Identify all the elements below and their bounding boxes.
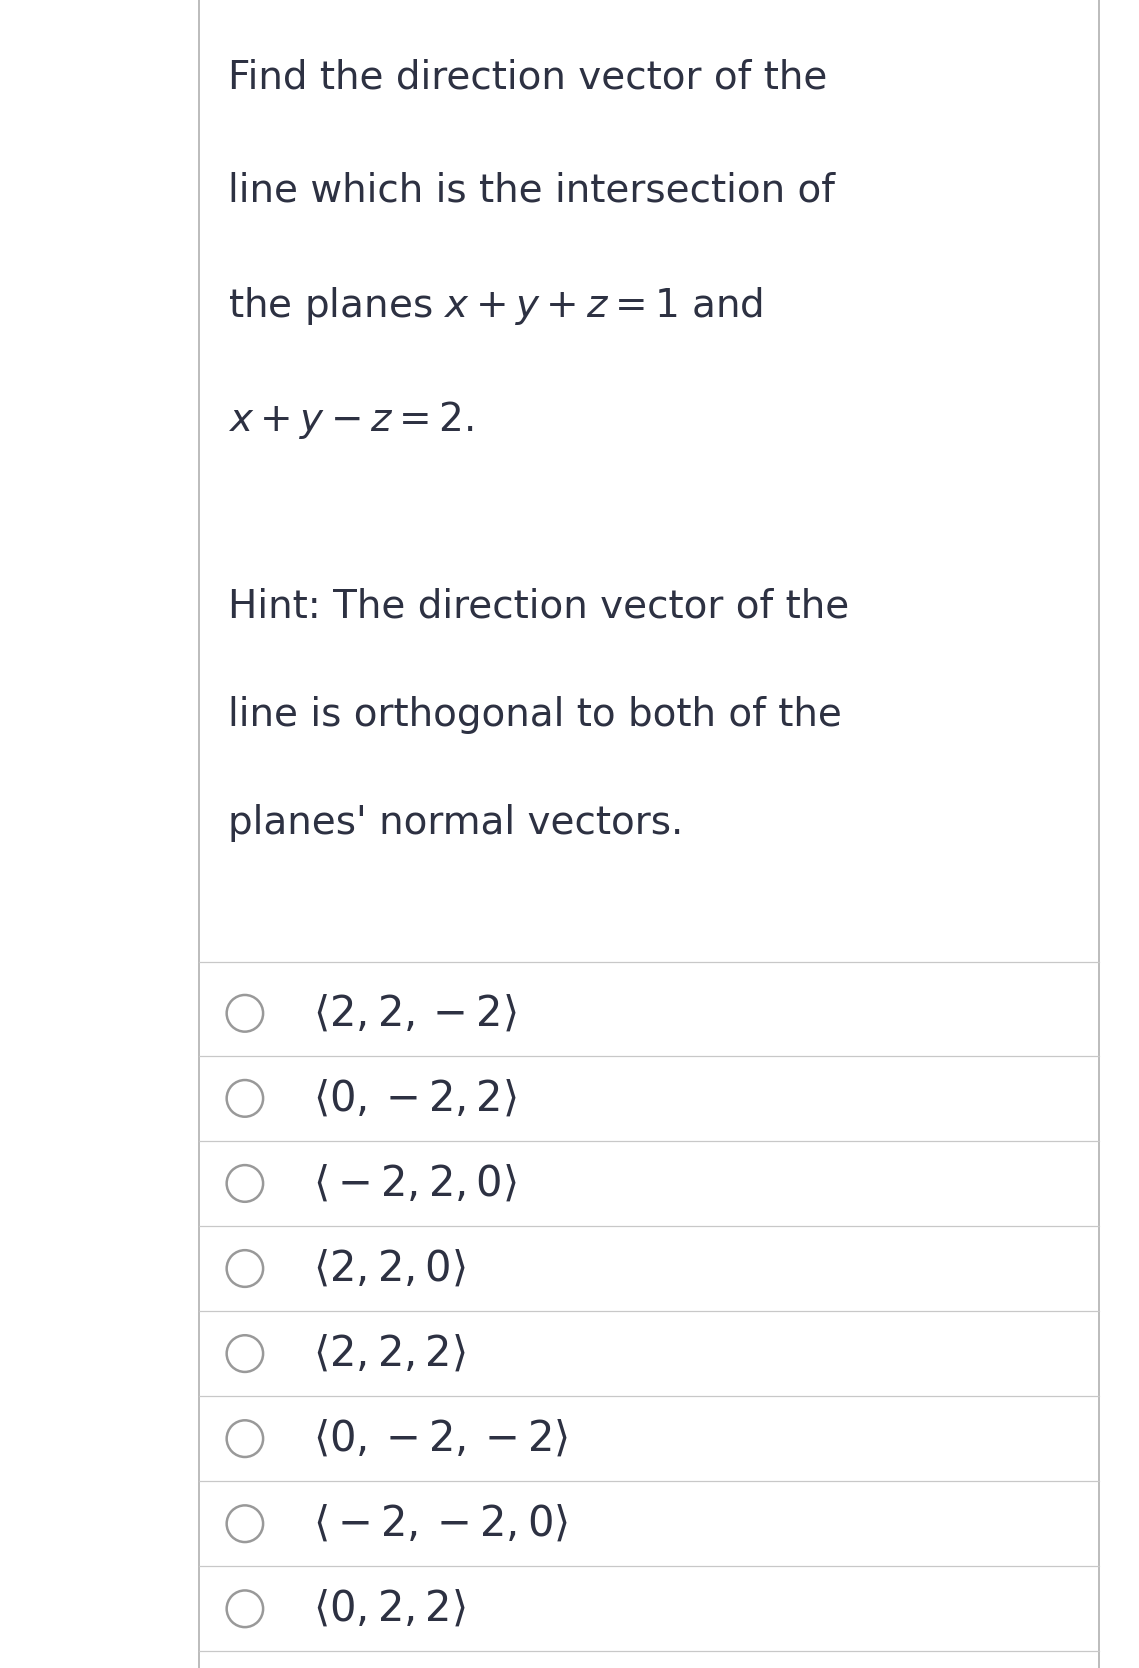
Text: $\langle 2, 2, 2 \rangle$: $\langle 2, 2, 2 \rangle$	[313, 1333, 466, 1374]
Text: Hint: The direction vector of the: Hint: The direction vector of the	[228, 587, 849, 626]
Text: $\langle 2, 2, -2 \rangle$: $\langle 2, 2, -2 \rangle$	[313, 992, 517, 1034]
Text: line is orthogonal to both of the: line is orthogonal to both of the	[228, 696, 842, 734]
Text: $\langle 2, 2, 0 \rangle$: $\langle 2, 2, 0 \rangle$	[313, 1248, 466, 1289]
Text: planes' normal vectors.: planes' normal vectors.	[228, 804, 683, 842]
Text: $\langle 0, -2, 2 \rangle$: $\langle 0, -2, 2 \rangle$	[313, 1078, 517, 1119]
Text: $x + y - z = 2$.: $x + y - z = 2$.	[228, 399, 473, 440]
Text: $\langle -2, -2, 0 \rangle$: $\langle -2, -2, 0 \rangle$	[313, 1503, 568, 1545]
Text: $\langle -2, 2, 0 \rangle$: $\langle -2, 2, 0 \rangle$	[313, 1163, 517, 1204]
Text: $\langle 0, 2, 2 \rangle$: $\langle 0, 2, 2 \rangle$	[313, 1588, 466, 1630]
Text: $\langle 0, -2, -2 \rangle$: $\langle 0, -2, -2 \rangle$	[313, 1418, 568, 1460]
Text: the planes $x + y + z = 1$ and: the planes $x + y + z = 1$ and	[228, 285, 763, 327]
Text: line which is the intersection of: line which is the intersection of	[228, 172, 835, 210]
Text: Find the direction vector of the: Find the direction vector of the	[228, 58, 827, 97]
